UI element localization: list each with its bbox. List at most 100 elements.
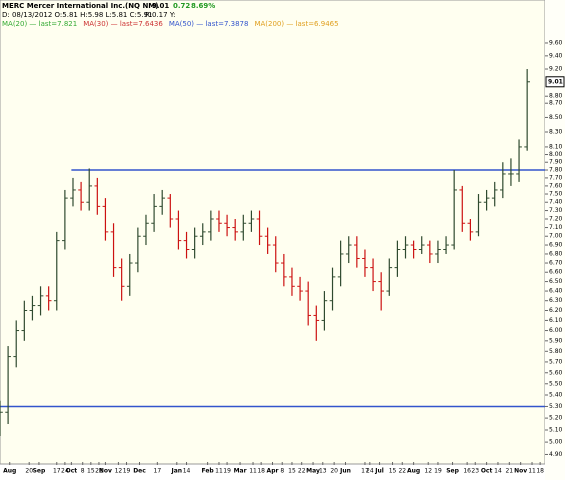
x-tick-label: 14 [183, 468, 191, 475]
x-tick-label: 20 [25, 468, 33, 475]
x-tick-label: 19 [123, 468, 131, 475]
change-pct: 8.69% [191, 2, 215, 10]
y-tick-label: 8.10 [549, 143, 563, 150]
x-tick-label: 22 [95, 468, 103, 475]
extra-info: R:0.17 Y: [145, 11, 176, 19]
y-tick-label: 7.80 [549, 167, 563, 174]
y-tick-label: 5.60 [549, 369, 563, 376]
y-tick-label: 6.60 [549, 269, 563, 276]
y-tick-label: 5.30 [549, 403, 563, 410]
ma-legend: MA(20) — last=7.821 [2, 20, 77, 28]
x-tick-label: 21 [505, 468, 513, 475]
y-tick-label: 5.10 [549, 426, 563, 433]
price-axis [545, 0, 565, 480]
y-tick-label: 8.70 [549, 100, 563, 107]
y-tick-label: 7.50 [549, 191, 563, 198]
plot-area [0, 0, 546, 465]
x-tick-label: Feb [202, 468, 215, 475]
x-tick-label: 20 [330, 468, 338, 475]
y-tick-label: 6.10 [549, 317, 563, 324]
x-tick-label: 12 [424, 468, 432, 475]
x-tick-label: Jun [339, 468, 351, 475]
y-tick-label: 5.90 [549, 337, 563, 344]
y-tick-label: 7.20 [549, 215, 563, 222]
y-tick-label: 8.50 [549, 114, 563, 121]
x-tick-label: 18 [257, 468, 265, 475]
y-tick-label: 7.90 [549, 159, 563, 166]
x-tick-label: 17 [154, 468, 162, 475]
x-tick-label: Jan [171, 468, 183, 475]
y-tick-label: 8.30 [549, 129, 563, 136]
y-tick-label: 9.40 [549, 52, 563, 59]
x-tick-label: 24 [366, 468, 374, 475]
ma-legend: MA(200) — last=6.9465 [254, 20, 338, 28]
x-tick-label: 18 [536, 468, 544, 475]
change: 0.72 [173, 2, 190, 10]
x-tick-label: Dec [133, 468, 146, 475]
x-tick-label: Oct [481, 468, 493, 475]
x-tick-label: Aug [3, 468, 16, 475]
y-tick-label: 8.00 [549, 151, 563, 158]
y-tick-label: 6.40 [549, 288, 563, 295]
y-tick-label: 7.40 [549, 199, 563, 206]
ma-legend: MA(50) — last=7.3878 [169, 20, 249, 28]
x-tick-label: Sep [446, 468, 459, 475]
ohlc-info: D: 08/13/2012 O:5.81 H:5.98 L:5.81 C:5.9… [2, 11, 152, 19]
y-tick-label: 6.20 [549, 307, 563, 314]
y-tick-label: 7.60 [549, 182, 563, 189]
x-tick-label: 11 [249, 468, 257, 475]
x-tick-label: 15 [389, 468, 397, 475]
x-tick-label: 16 [463, 468, 471, 475]
x-tick-label: Aug [407, 468, 420, 475]
x-tick-label: 12 [115, 468, 123, 475]
y-tick-label: 6.80 [549, 250, 563, 257]
y-tick-label: 7.30 [549, 207, 563, 214]
x-tick-label: Sep [33, 468, 46, 475]
x-tick-label: 22 [398, 468, 406, 475]
ma-legend: MA(30) — last=7.6436 [83, 20, 163, 28]
x-tick-label: 8 [81, 468, 85, 475]
x-tick-label: 15 [288, 468, 296, 475]
y-tick-label: 7.00 [549, 233, 563, 240]
x-tick-label: 11 [215, 468, 223, 475]
y-tick-label: 6.50 [549, 278, 563, 285]
y-tick-label: 9.60 [549, 39, 563, 46]
y-tick-label: 9.20 [549, 66, 563, 73]
x-tick-label: 14 [494, 468, 502, 475]
x-tick-label: Mar [234, 468, 247, 475]
last-price-label: 9.01 [548, 78, 563, 85]
x-tick-label: Nov [514, 468, 527, 475]
y-tick-label: 5.00 [549, 439, 563, 446]
y-tick-label: 5.20 [549, 415, 563, 422]
x-tick-label: Nov [99, 468, 112, 475]
y-tick-label: 5.80 [549, 348, 563, 355]
x-tick-label: 8 [280, 468, 284, 475]
y-tick-label: 5.40 [549, 392, 563, 399]
x-tick-label: 15 [87, 468, 95, 475]
y-tick-label: 5.50 [549, 380, 563, 387]
x-tick-label: 22 [298, 468, 306, 475]
y-tick-label: 8.80 [549, 93, 563, 100]
y-tick-label: 6.90 [549, 242, 563, 249]
y-tick-label: 6.70 [549, 260, 563, 267]
x-tick-label: 19 [434, 468, 442, 475]
x-tick-label: 11 [528, 468, 536, 475]
last-price-box [545, 76, 565, 88]
x-tick-label: 24 [61, 468, 69, 475]
x-tick-label: 17 [361, 468, 369, 475]
symbol: MERC Mercer International Inc.(NQ NM) [2, 2, 158, 10]
x-tick-label: 17 [53, 468, 61, 475]
last-price: 9.01 [152, 2, 169, 10]
y-tick-label: 4.90 [549, 451, 563, 458]
x-tick-label: 23 [471, 468, 479, 475]
y-tick-label: 6.00 [549, 327, 563, 334]
y-tick-label: 6.30 [549, 297, 563, 304]
x-tick-label: May [306, 468, 320, 475]
x-tick-label: 13 [319, 468, 327, 475]
x-tick-label: Jul [374, 468, 384, 475]
x-tick-label: Apr [267, 468, 279, 475]
x-tick-label: Oct [66, 468, 78, 475]
x-tick-label: 19 [223, 468, 231, 475]
